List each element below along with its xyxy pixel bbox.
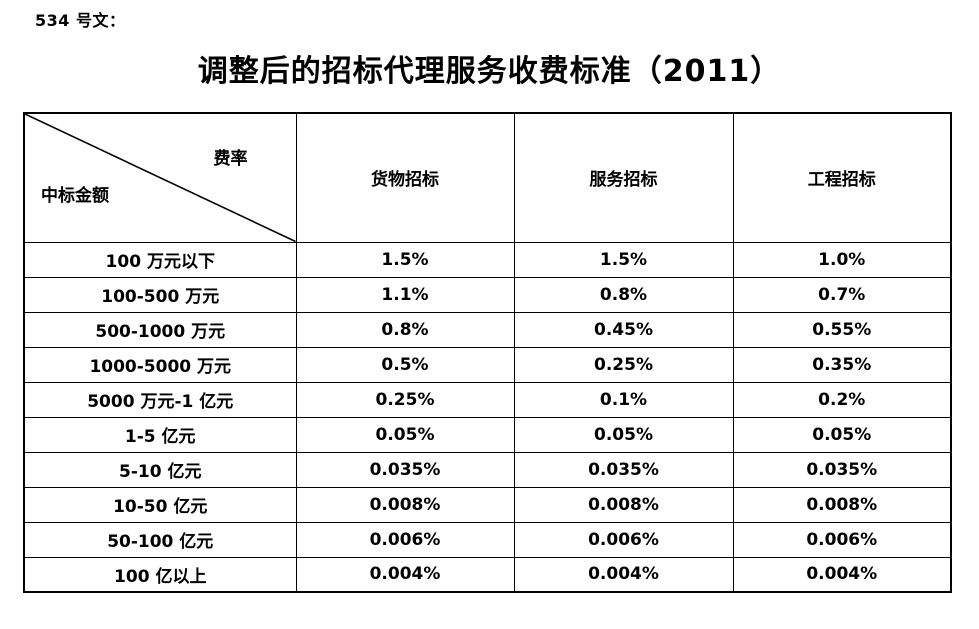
table-row: 100 万元以下 1.5% 1.5% 1.0% [23,241,952,278]
table-row: 5-10 亿元 0.035% 0.035% 0.035% [23,451,952,488]
corner-label-rate: 费率 [213,149,248,169]
fee-cell: 0.1% [513,381,734,418]
corner-cell: 费率 中标金额 [23,112,297,243]
column-header-engineering: 工程招标 [732,112,952,243]
fee-cell: 0.035% [732,451,952,488]
fee-cell: 0.035% [295,451,515,488]
fee-cell: 0.25% [295,381,515,418]
fee-cell: 0.05% [295,416,515,453]
fee-cell: 0.035% [513,451,734,488]
row-label: 50-100 亿元 [23,521,297,558]
row-label: 100-500 万元 [23,276,297,313]
fee-cell: 0.008% [732,486,952,523]
table-row: 10-50 亿元 0.008% 0.008% 0.008% [23,486,952,523]
fee-cell: 0.006% [513,521,734,558]
fee-cell: 0.006% [295,521,515,558]
doc-number-label: 534 号文： [35,11,126,30]
row-label: 100 万元以下 [23,241,297,278]
fee-cell: 0.35% [732,346,952,383]
row-label: 100 亿以上 [23,556,297,593]
fee-cell: 1.0% [732,241,952,278]
header-row: 费率 中标金额 货物招标 服务招标 工程招标 [23,112,952,243]
row-label: 10-50 亿元 [23,486,297,523]
row-label: 1000-5000 万元 [23,346,297,383]
fee-cell: 0.05% [732,416,952,453]
table-row: 5000 万元-1 亿元 0.25% 0.1% 0.2% [23,381,952,418]
table-row: 50-100 亿元 0.006% 0.006% 0.006% [23,521,952,558]
corner-label-amount: 中标金额 [41,185,109,206]
fee-cell: 1.5% [295,241,515,278]
fee-cell: 0.05% [513,416,734,453]
fee-cell: 0.004% [295,556,515,593]
fee-cell: 0.25% [513,346,734,383]
table-row: 1-5 亿元 0.05% 0.05% 0.05% [23,416,952,453]
fee-cell: 0.55% [732,311,952,348]
fee-table: 费率 中标金额 货物招标 服务招标 工程招标 100 万元以下 1.5% 1.5… [23,112,952,593]
fee-cell: 0.8% [295,311,515,348]
fee-cell: 0.008% [295,486,515,523]
fee-cell: 1.1% [295,276,515,313]
fee-cell: 0.8% [513,276,734,313]
fee-cell: 0.7% [732,276,952,313]
fee-cell: 0.006% [732,521,952,558]
table-row: 100 亿以上 0.004% 0.004% 0.004% [23,556,952,593]
table-row: 1000-5000 万元 0.5% 0.25% 0.35% [23,346,952,383]
fee-cell: 0.004% [732,556,952,593]
column-header-goods: 货物招标 [295,112,515,243]
fee-cell: 0.004% [513,556,734,593]
row-label: 5-10 亿元 [23,451,297,488]
row-label: 500-1000 万元 [23,311,297,348]
table-row: 500-1000 万元 0.8% 0.45% 0.55% [23,311,952,348]
fee-cell: 0.2% [732,381,952,418]
fee-cell: 1.5% [513,241,734,278]
fee-cell: 0.5% [295,346,515,383]
page-title: 调整后的招标代理服务收费标准（2011） [197,54,782,89]
diagonal-line [25,114,295,241]
row-label: 5000 万元-1 亿元 [23,381,297,418]
row-label: 1-5 亿元 [23,416,297,453]
table-row: 100-500 万元 1.1% 0.8% 0.7% [23,276,952,313]
column-header-services: 服务招标 [513,112,734,243]
fee-cell: 0.45% [513,311,734,348]
fee-cell: 0.008% [513,486,734,523]
